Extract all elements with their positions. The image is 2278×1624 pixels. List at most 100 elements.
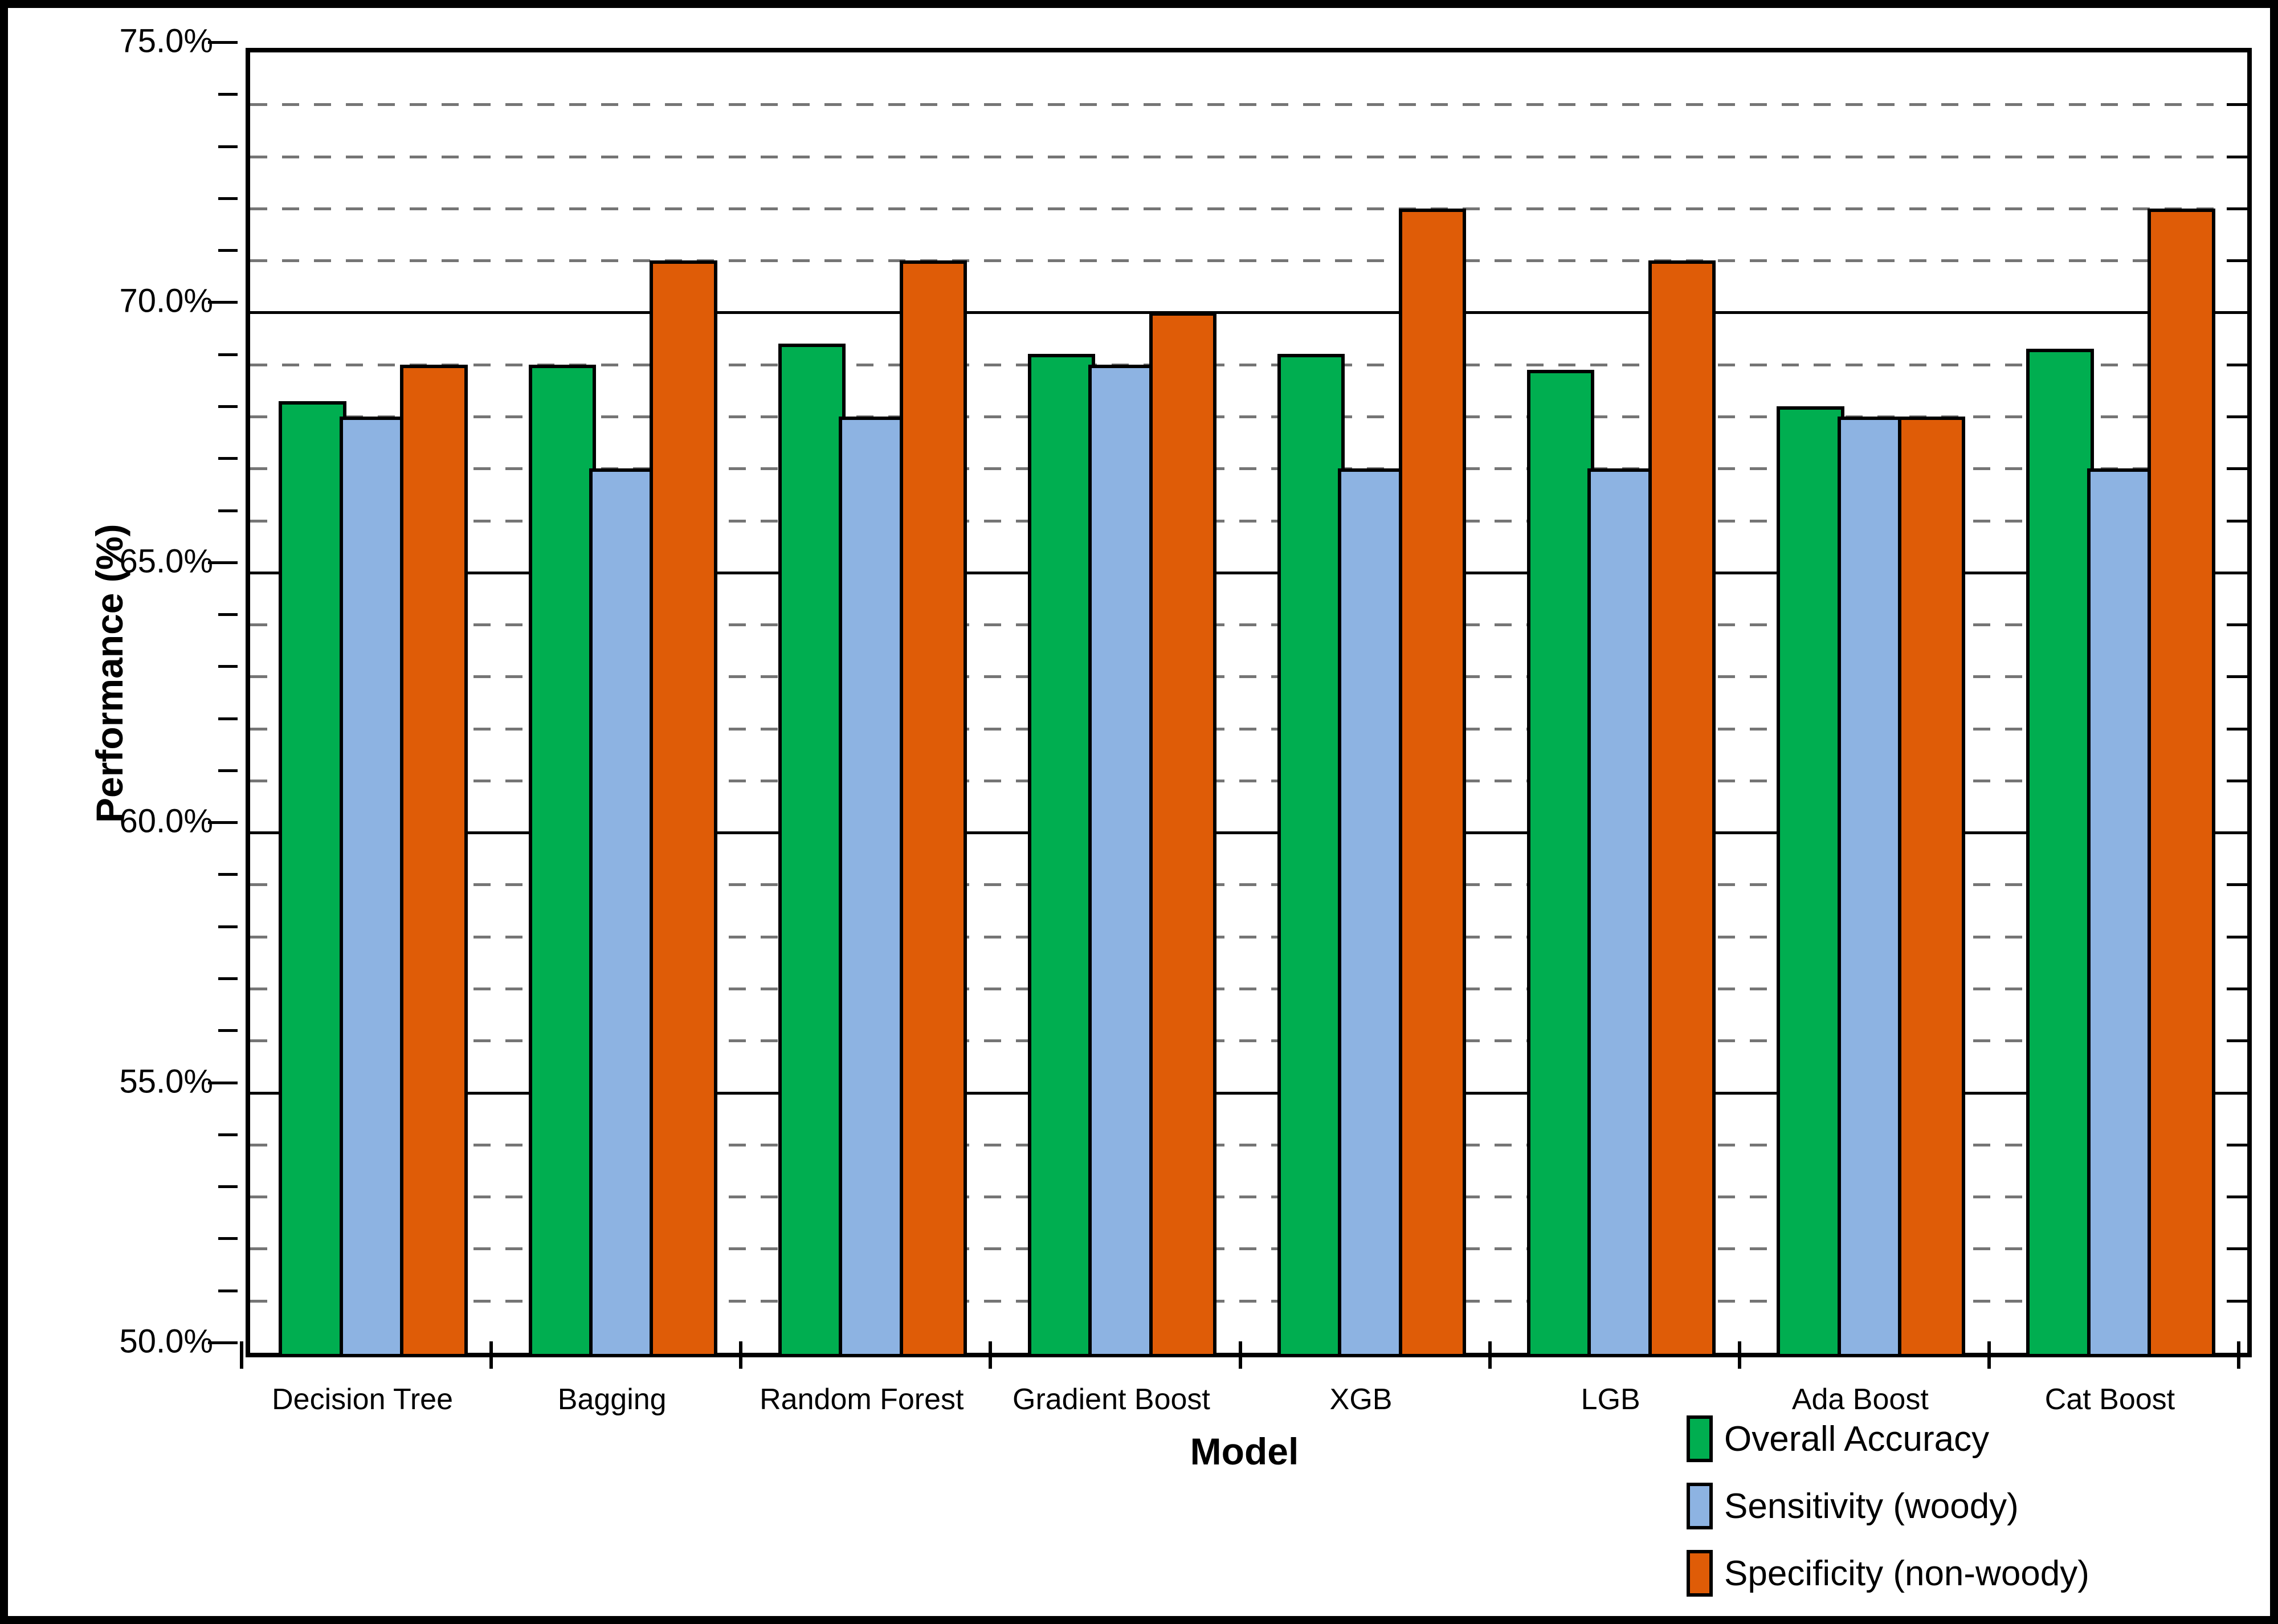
left-axis-tick xyxy=(218,93,238,96)
left-axis-tick xyxy=(218,665,238,668)
left-axis-tick xyxy=(208,821,238,825)
bar-specificity-non-woody-random-forest xyxy=(899,260,967,1357)
right-axis-tick xyxy=(2227,363,2247,366)
x-axis-tick xyxy=(1987,1341,1991,1369)
left-axis-tick xyxy=(218,457,238,460)
right-axis-tick xyxy=(2227,467,2247,471)
bar-sensitivity-woody-random-forest xyxy=(839,416,907,1357)
right-axis-tick xyxy=(2227,155,2247,158)
legend-item: Sensitivity (woody) xyxy=(1687,1472,2089,1540)
x-axis-tick xyxy=(240,1341,243,1369)
bar-specificity-non-woody-bagging xyxy=(650,260,717,1357)
minor-gridline xyxy=(250,623,2247,627)
bar-specificity-non-woody-ada-boost xyxy=(1898,416,1966,1357)
bar-specificity-non-woody-gradient-boost xyxy=(1149,312,1217,1357)
left-axis-tick xyxy=(208,41,238,44)
minor-gridline xyxy=(250,883,2247,887)
left-axis-tick xyxy=(218,405,238,408)
major-gridline xyxy=(250,571,2247,574)
legend-item: Overall Accuracy xyxy=(1687,1405,2089,1472)
y-tick-label: 60.0% xyxy=(119,802,213,840)
bar-specificity-non-woody-xgb xyxy=(1398,208,1467,1357)
minor-gridline xyxy=(250,1143,2247,1146)
minor-gridline xyxy=(250,1195,2247,1199)
left-axis-tick xyxy=(208,1081,238,1084)
left-axis-tick xyxy=(218,145,238,148)
minor-gridline xyxy=(250,1039,2247,1043)
major-gridline xyxy=(250,831,2247,835)
bar-specificity-non-woody-cat-boost xyxy=(2148,208,2215,1357)
x-category-label-gradient-boost: Gradient Boost xyxy=(1013,1383,1210,1416)
x-category-label-cat-boost: Cat Boost xyxy=(2044,1383,2175,1416)
bar-overall-accuracy-gradient-boost xyxy=(1027,354,1096,1357)
right-axis-tick xyxy=(2227,1143,2247,1146)
x-axis-tick xyxy=(989,1341,993,1369)
left-axis-tick xyxy=(218,769,238,772)
left-axis-tick xyxy=(218,977,238,981)
right-axis-tick xyxy=(2227,415,2247,418)
left-axis-tick xyxy=(218,925,238,928)
minor-gridline xyxy=(250,935,2247,939)
minor-gridline xyxy=(250,467,2247,471)
minor-gridline xyxy=(250,988,2247,991)
x-axis-title: Model xyxy=(1190,1430,1299,1472)
bar-overall-accuracy-random-forest xyxy=(778,344,846,1357)
major-gridline xyxy=(250,1091,2247,1095)
right-axis-tick xyxy=(2227,571,2247,574)
left-axis-tick xyxy=(218,1133,238,1136)
x-category-label-xgb: XGB xyxy=(1329,1383,1393,1416)
legend-label: Sensitivity (woody) xyxy=(1724,1486,2019,1526)
left-axis-tick xyxy=(218,1237,238,1241)
bar-sensitivity-woody-gradient-boost xyxy=(1088,364,1156,1357)
x-axis-tick xyxy=(1238,1341,1242,1369)
x-axis-tick xyxy=(489,1341,493,1369)
x-axis-tick xyxy=(1488,1341,1492,1369)
plot-area xyxy=(246,48,2252,1357)
bar-sensitivity-woody-cat-boost xyxy=(2087,468,2155,1357)
x-axis-tick xyxy=(1737,1341,1741,1369)
x-category-label-decision-tree: Decision Tree xyxy=(272,1383,454,1416)
legend-swatch-icon xyxy=(1687,1415,1713,1462)
minor-gridline xyxy=(250,1247,2247,1251)
right-axis-tick xyxy=(2227,779,2247,782)
right-axis-tick xyxy=(2227,1247,2247,1251)
right-axis-tick xyxy=(2227,935,2247,939)
right-axis-tick xyxy=(2227,1195,2247,1199)
minor-gridline xyxy=(250,675,2247,679)
legend-swatch-icon xyxy=(1687,1550,1713,1597)
bar-sensitivity-woody-ada-boost xyxy=(1837,416,1905,1357)
bar-overall-accuracy-ada-boost xyxy=(1777,406,1844,1357)
x-axis-tick xyxy=(739,1341,743,1369)
left-axis-tick xyxy=(218,1185,238,1189)
right-axis-tick xyxy=(2227,1299,2247,1303)
right-axis-tick xyxy=(2227,883,2247,887)
left-axis-tick xyxy=(218,353,238,356)
y-tick-label: 50.0% xyxy=(119,1323,213,1360)
left-axis-tick xyxy=(218,197,238,200)
bar-sensitivity-woody-decision-tree xyxy=(339,416,407,1357)
legend-item: Specificity (non-woody) xyxy=(1687,1540,2089,1607)
y-axis-title: Performance (%) xyxy=(88,524,130,823)
right-axis-tick xyxy=(2227,259,2247,263)
x-category-label-lgb: LGB xyxy=(1581,1383,1640,1416)
left-axis-tick xyxy=(208,561,238,564)
right-axis-tick xyxy=(2227,831,2247,835)
x-category-label-random-forest: Random Forest xyxy=(760,1383,964,1416)
right-axis-tick xyxy=(2227,519,2247,523)
minor-gridline xyxy=(250,415,2247,418)
y-tick-label: 70.0% xyxy=(119,282,213,320)
bar-sensitivity-woody-lgb xyxy=(1587,468,1655,1357)
left-axis-tick xyxy=(218,509,238,512)
bar-overall-accuracy-xgb xyxy=(1277,354,1345,1357)
left-axis-tick xyxy=(218,1029,238,1033)
x-category-label-bagging: Bagging xyxy=(557,1383,667,1416)
minor-gridline xyxy=(250,779,2247,782)
x-axis-tick xyxy=(2237,1341,2240,1369)
bar-overall-accuracy-lgb xyxy=(1527,369,1595,1357)
right-axis-tick xyxy=(2227,675,2247,679)
legend-swatch-icon xyxy=(1687,1483,1713,1529)
right-axis-tick xyxy=(2227,207,2247,210)
left-axis-tick xyxy=(218,873,238,876)
y-tick-label: 55.0% xyxy=(119,1063,213,1100)
